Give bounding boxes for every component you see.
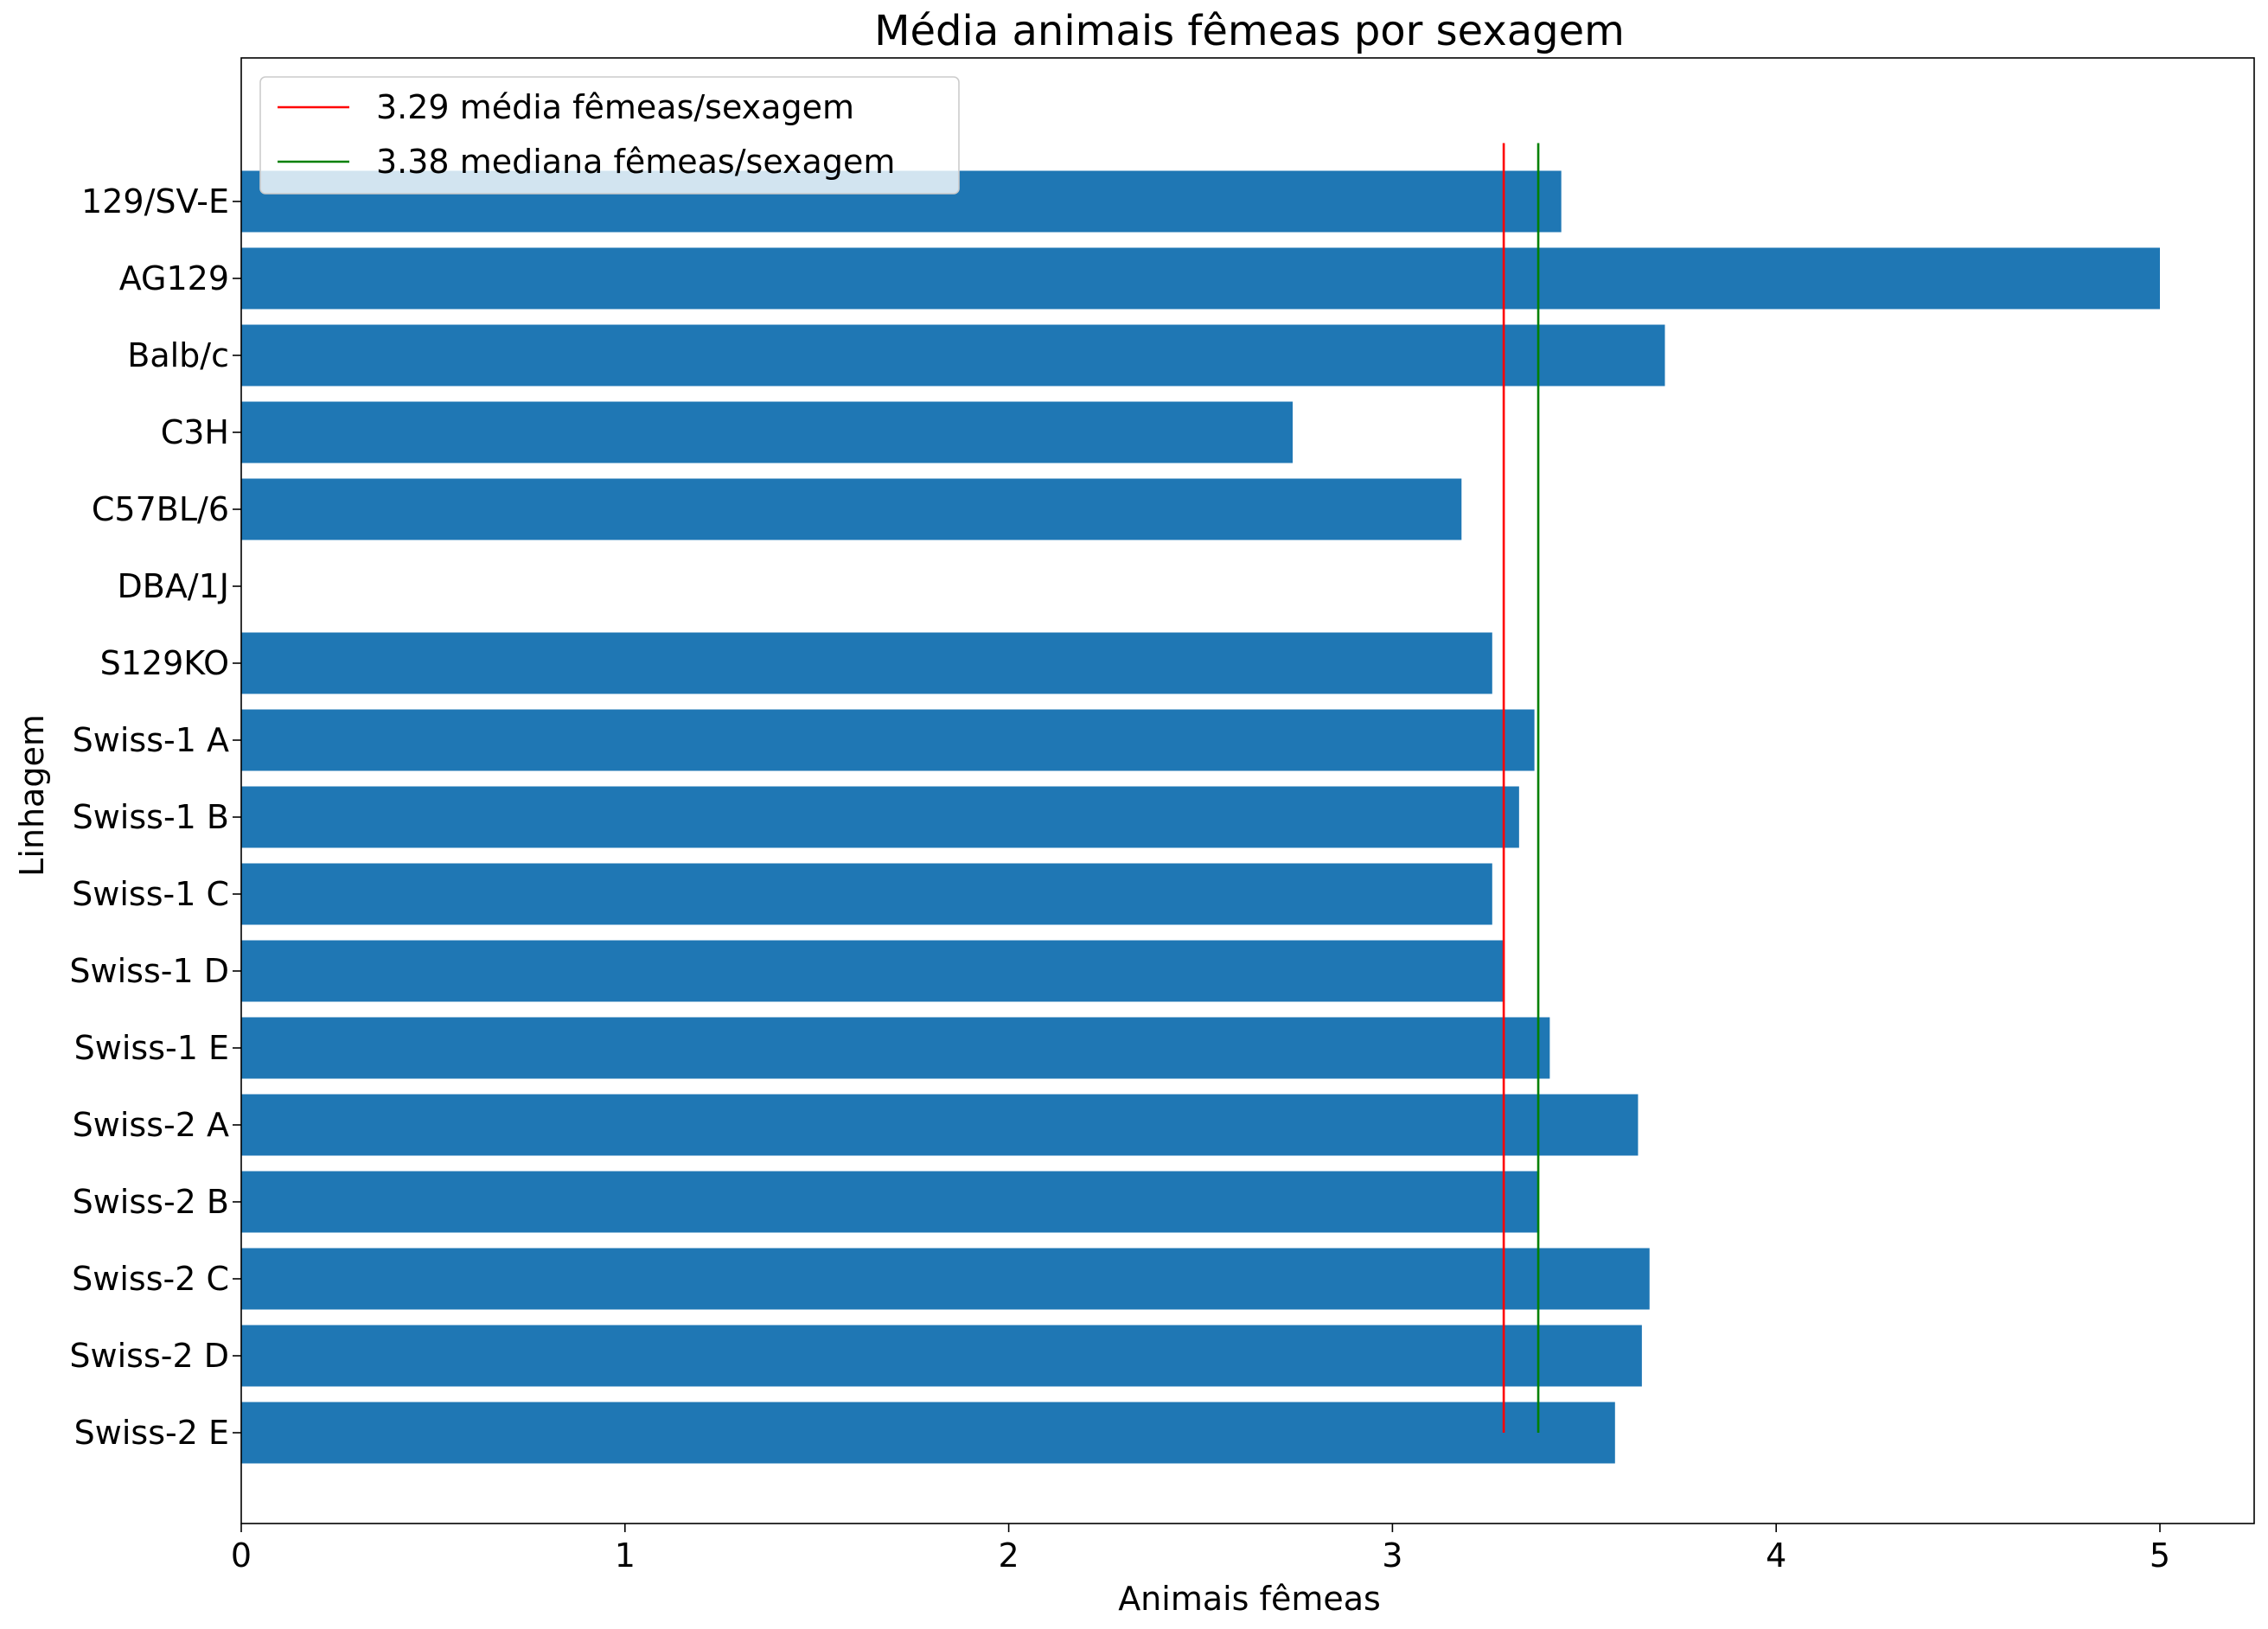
legend-label: 3.38 mediana fêmeas/sexagem [376,143,895,181]
bar [241,1248,1650,1310]
bar [241,786,1519,848]
y-axis: 129/SV-E AG129 Balb/c C3H C57BL/6 DBA/1J S129K… [69,182,241,1452]
x-tick-label: 5 [2150,1536,2170,1575]
x-axis: 0 1 2 3 4 5 [231,1524,2170,1575]
x-tick-label: 4 [1766,1536,1786,1575]
y-tick-label: Swiss-1 A [73,721,229,759]
bar [241,709,1535,771]
bars-group [241,170,2160,1464]
y-tick-label: 129/SV-E [81,182,229,220]
y-tick-label: Swiss-2 C [72,1260,229,1298]
y-tick-label: Swiss-1 C [72,875,229,913]
y-axis-label: Linhagem [13,714,51,877]
chart-title: Média animais fêmeas por sexagem [874,7,1625,55]
y-tick-label: Swiss-2 A [73,1106,229,1144]
y-tick-label: S129KO [100,644,229,682]
bar [241,632,1492,694]
bar [241,1325,1642,1387]
bar [241,1402,1615,1464]
bar [241,401,1294,463]
y-tick-label: Swiss-2 B [73,1183,229,1221]
x-tick-label: 3 [1382,1536,1402,1575]
y-tick-label: Swiss-1 E [74,1029,229,1067]
bar [241,940,1505,1002]
y-tick-label: AG129 [119,259,229,297]
bar [241,324,1665,386]
x-tick-label: 0 [231,1536,252,1575]
x-tick-label: 2 [999,1536,1019,1575]
x-tick-label: 1 [615,1536,636,1575]
y-tick-label: Swiss-1 B [73,798,229,836]
legend-box [259,76,960,195]
y-tick-label: Swiss-2 D [69,1337,229,1375]
bar [241,863,1492,925]
y-tick-label: C57BL/6 [92,490,229,528]
bar [241,478,1462,540]
bar [241,1094,1639,1156]
plot-frame [240,57,2255,1524]
y-tick-label: C3H [161,413,229,451]
y-tick-label: Balb/c [127,336,229,374]
y-tick-label: DBA/1J [117,567,229,605]
bar [241,247,2160,310]
bar [241,1017,1550,1079]
legend-label: 3.29 média fêmeas/sexagem [376,88,854,126]
bar [241,1171,1539,1233]
y-tick-label: Swiss-2 E [74,1414,229,1452]
y-tick-label: Swiss-1 D [69,952,229,990]
legend: 3.29 média fêmeas/sexagem 3.38 mediana fê… [259,76,960,195]
reference-lines-group [1502,143,1540,1433]
x-axis-label: Animais fêmeas [1118,1580,1381,1618]
